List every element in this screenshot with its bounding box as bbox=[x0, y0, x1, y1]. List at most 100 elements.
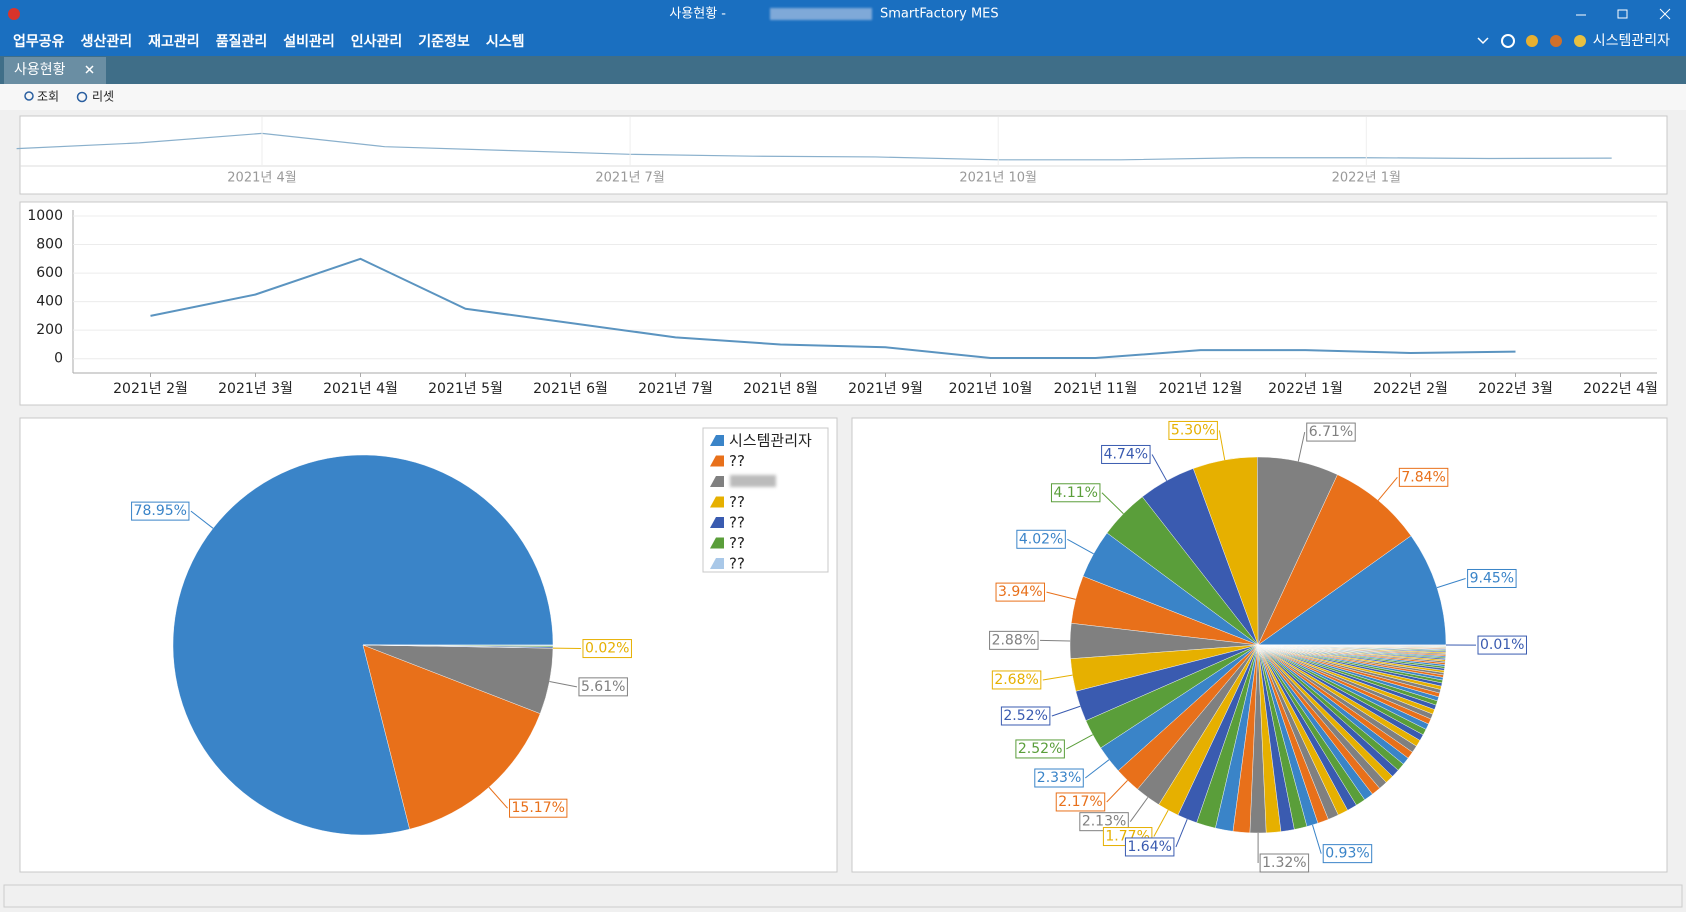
line-series bbox=[150, 257, 1516, 360]
data-label-box bbox=[1398, 467, 1449, 487]
x-tick-label: 2021년 3월 bbox=[218, 381, 293, 397]
data-label-box bbox=[1259, 853, 1310, 873]
data-label: 5.61% bbox=[581, 679, 625, 695]
x-tick-label: 2022년 1월 bbox=[1268, 381, 1343, 397]
legend-swatch bbox=[710, 496, 724, 508]
navigator-line bbox=[16, 132, 1612, 161]
data-label: 2.33% bbox=[1037, 770, 1081, 786]
data-label-box bbox=[995, 582, 1046, 602]
pie-slice bbox=[172, 454, 554, 836]
menu-item[interactable]: 기준정보 bbox=[418, 33, 470, 50]
data-label: 15.17% bbox=[512, 800, 565, 816]
data-label-box bbox=[131, 501, 190, 521]
x-tick-label: 2021년 11월 bbox=[1054, 381, 1138, 397]
toolbar-button[interactable]: 조회 bbox=[37, 90, 59, 104]
tab-close[interactable] bbox=[85, 65, 94, 74]
label-leader bbox=[1051, 705, 1081, 717]
navigator-panel[interactable] bbox=[19, 115, 1668, 195]
x-tick-label: 2022년 2월 bbox=[1373, 381, 1448, 397]
data-label: 2.17% bbox=[1058, 794, 1102, 810]
y-tick-label: 1000 bbox=[27, 208, 63, 224]
label-leader bbox=[1040, 639, 1071, 642]
tab-label[interactable]: 사용현황 bbox=[14, 62, 66, 78]
legend-swatch bbox=[710, 476, 724, 487]
x-tick-label: 2021년 10월 bbox=[949, 381, 1033, 397]
y-tick-label: 400 bbox=[36, 294, 63, 310]
label-leader bbox=[1175, 818, 1188, 848]
data-label: 1.32% bbox=[1262, 855, 1306, 871]
x-tick-label: 2021년 4월 bbox=[323, 381, 398, 397]
menu-item[interactable]: 품질관리 bbox=[216, 33, 268, 50]
data-label: 2.52% bbox=[1003, 708, 1047, 724]
label-leader bbox=[1106, 780, 1128, 803]
user-name[interactable]: 시스템관리자 bbox=[1593, 33, 1670, 49]
label-leader bbox=[1042, 674, 1073, 681]
label-leader bbox=[1067, 538, 1094, 555]
label-leader bbox=[488, 786, 508, 809]
label-leader bbox=[1436, 578, 1466, 589]
menu-item[interactable]: 시스템 bbox=[486, 33, 525, 50]
x-tick-label: 2021년 6월 bbox=[533, 381, 608, 397]
data-label: 4.11% bbox=[1053, 485, 1097, 501]
label-leader bbox=[1153, 809, 1169, 837]
data-label-box bbox=[991, 670, 1042, 690]
menu-item[interactable]: 재고관리 bbox=[148, 33, 200, 50]
legend-swatch bbox=[710, 517, 724, 528]
label-leader bbox=[1377, 477, 1398, 501]
x-tick-label: 2021년 5월 bbox=[428, 381, 503, 397]
label-leader bbox=[1151, 454, 1168, 481]
legend-label: ?? bbox=[729, 555, 745, 573]
menu-item[interactable]: 설비관리 bbox=[283, 33, 335, 50]
y-tick-label: 200 bbox=[36, 322, 63, 338]
legend-label: ?? bbox=[729, 452, 745, 470]
data-label: 0.02% bbox=[585, 641, 629, 657]
data-label-box bbox=[1168, 420, 1218, 440]
data-label: 0.93% bbox=[1325, 846, 1369, 862]
search-icon bbox=[24, 91, 34, 101]
y-tick-label: 0 bbox=[54, 351, 63, 367]
y-tick-label: 600 bbox=[36, 265, 63, 281]
data-label: 0.01% bbox=[1480, 637, 1524, 653]
line-chart-panel bbox=[19, 201, 1668, 406]
x-tick-label: 2021년 7월 bbox=[638, 381, 713, 397]
navigator-tick-label: 2021년 4월 bbox=[227, 171, 296, 186]
data-label: 2.52% bbox=[1018, 741, 1062, 757]
legend-swatch bbox=[710, 537, 724, 549]
label-leader bbox=[549, 680, 578, 688]
blurred-text bbox=[770, 8, 872, 20]
data-label: 4.74% bbox=[1104, 446, 1148, 462]
data-label: 5.30% bbox=[1171, 422, 1215, 438]
menu-item[interactable]: 인사관리 bbox=[351, 33, 403, 50]
data-label-box bbox=[1000, 706, 1051, 726]
legend-label: ?? bbox=[729, 534, 745, 552]
pie-slice bbox=[362, 644, 541, 830]
legend-label: ?? bbox=[729, 493, 745, 511]
data-label: 2.68% bbox=[994, 672, 1038, 688]
navigator-tick-label: 2021년 7월 bbox=[595, 171, 664, 186]
y-tick-label: 800 bbox=[36, 237, 63, 253]
toolbar-button[interactable]: 리셋 bbox=[92, 90, 114, 104]
data-label-box bbox=[1306, 422, 1356, 442]
legend-label: 시스템관리자 bbox=[729, 432, 812, 450]
data-label-box bbox=[989, 630, 1039, 650]
data-label-box bbox=[1055, 792, 1106, 812]
data-label: 6.71% bbox=[1309, 424, 1353, 440]
label-leader bbox=[1101, 492, 1124, 515]
window-controls[interactable] bbox=[1576, 8, 1671, 20]
x-tick-label: 2021년 8월 bbox=[743, 381, 818, 397]
label-leader bbox=[1046, 591, 1076, 600]
data-label-box bbox=[509, 798, 568, 818]
menu-item[interactable]: 업무공유 bbox=[13, 34, 65, 50]
menu-icons bbox=[1477, 34, 1586, 48]
label-leader bbox=[1066, 734, 1093, 750]
data-label: 1.64% bbox=[1127, 839, 1171, 855]
data-label: 78.95% bbox=[134, 503, 187, 519]
menu-item[interactable]: 생산관리 bbox=[81, 33, 133, 50]
data-label-box bbox=[582, 639, 632, 659]
status-bar bbox=[3, 884, 1683, 908]
legend-label: ?? bbox=[729, 514, 745, 532]
reset-icon bbox=[76, 91, 88, 103]
pie-slice bbox=[1257, 474, 1412, 646]
data-label-box bbox=[1124, 837, 1175, 857]
x-tick-label: 2021년 9월 bbox=[848, 381, 923, 397]
